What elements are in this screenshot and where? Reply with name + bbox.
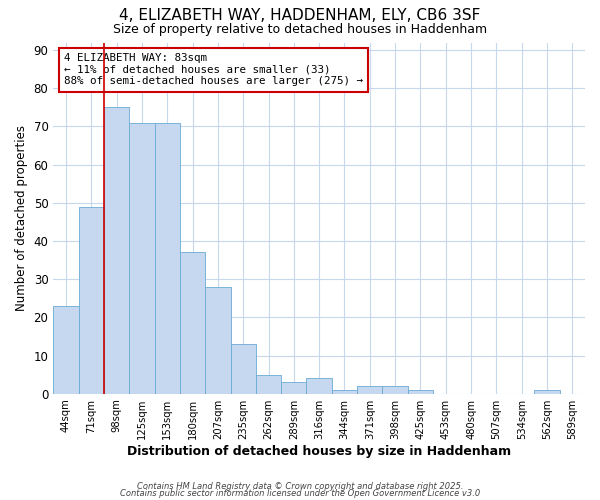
Bar bbox=[205, 287, 230, 394]
Y-axis label: Number of detached properties: Number of detached properties bbox=[15, 125, 28, 311]
Text: Contains HM Land Registry data © Crown copyright and database right 2025.: Contains HM Land Registry data © Crown c… bbox=[137, 482, 463, 491]
Bar bbox=[256, 374, 281, 394]
Bar bbox=[79, 206, 104, 394]
Bar bbox=[129, 122, 155, 394]
Text: 4 ELIZABETH WAY: 83sqm
← 11% of detached houses are smaller (33)
88% of semi-det: 4 ELIZABETH WAY: 83sqm ← 11% of detached… bbox=[64, 53, 363, 86]
X-axis label: Distribution of detached houses by size in Haddenham: Distribution of detached houses by size … bbox=[127, 444, 511, 458]
Bar bbox=[281, 382, 307, 394]
Text: Contains public sector information licensed under the Open Government Licence v3: Contains public sector information licen… bbox=[120, 490, 480, 498]
Bar bbox=[408, 390, 433, 394]
Bar bbox=[155, 122, 180, 394]
Bar bbox=[230, 344, 256, 394]
Bar bbox=[180, 252, 205, 394]
Bar bbox=[535, 390, 560, 394]
Text: 4, ELIZABETH WAY, HADDENHAM, ELY, CB6 3SF: 4, ELIZABETH WAY, HADDENHAM, ELY, CB6 3S… bbox=[119, 8, 481, 22]
Text: Size of property relative to detached houses in Haddenham: Size of property relative to detached ho… bbox=[113, 22, 487, 36]
Bar bbox=[357, 386, 382, 394]
Bar bbox=[307, 378, 332, 394]
Bar bbox=[332, 390, 357, 394]
Bar bbox=[104, 108, 129, 394]
Bar bbox=[53, 306, 79, 394]
Bar bbox=[382, 386, 408, 394]
